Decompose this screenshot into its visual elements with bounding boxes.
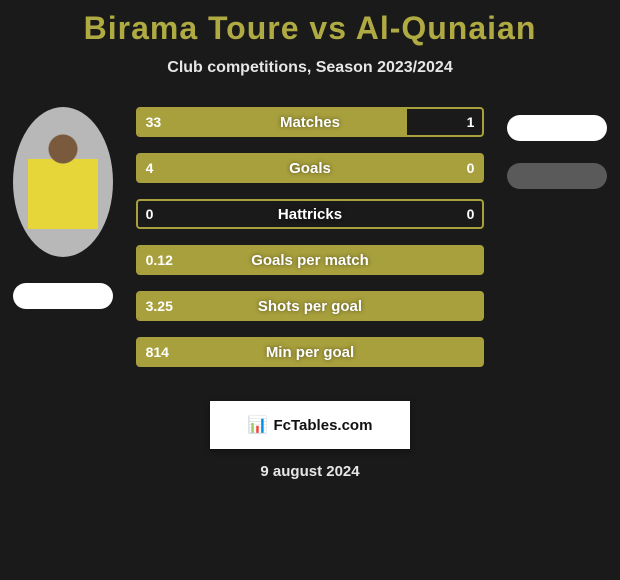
- brand-badge[interactable]: 📊 FcTables.com: [210, 401, 410, 449]
- footer-date: 9 august 2024: [0, 463, 620, 480]
- page-title: Birama Toure vs Al-Qunaian: [0, 10, 620, 47]
- main-row: 331Matches 40Goals 00Hattricks 0.12Goals pe…: [0, 107, 620, 383]
- stat-row-3: 0.12Goals per match: [136, 245, 485, 275]
- stat-row-1: 40Goals: [136, 153, 485, 183]
- bar-label: Goals: [136, 153, 485, 183]
- bar-label: Goals per match: [136, 245, 485, 275]
- stat-row-4: 3.25Shots per goal: [136, 291, 485, 321]
- player-left-col: [8, 107, 118, 309]
- brand-text: FcTables.com: [274, 417, 373, 434]
- bar-label: Min per goal: [136, 337, 485, 367]
- player-right-blank-pill-1: [507, 115, 607, 141]
- stat-row-5: 814Min per goal: [136, 337, 485, 367]
- bar-label: Shots per goal: [136, 291, 485, 321]
- player-left-photo: [13, 107, 113, 257]
- comparison-card: Birama Toure vs Al-Qunaian Club competit…: [0, 0, 620, 480]
- player-left-avatar: [13, 107, 113, 257]
- bar-label: Hattricks: [136, 199, 485, 229]
- player-right-col: [502, 107, 612, 189]
- player-right-blank-pill-2: [507, 163, 607, 189]
- chart-icon: 📊: [248, 415, 268, 435]
- stat-row-0: 331Matches: [136, 107, 485, 137]
- stat-bars: 331Matches 40Goals 00Hattricks 0.12Goals pe…: [136, 107, 485, 383]
- bar-label: Matches: [136, 107, 485, 137]
- stat-row-2: 00Hattricks: [136, 199, 485, 229]
- player-left-name-pill: [13, 283, 113, 309]
- subtitle: Club competitions, Season 2023/2024: [0, 59, 620, 77]
